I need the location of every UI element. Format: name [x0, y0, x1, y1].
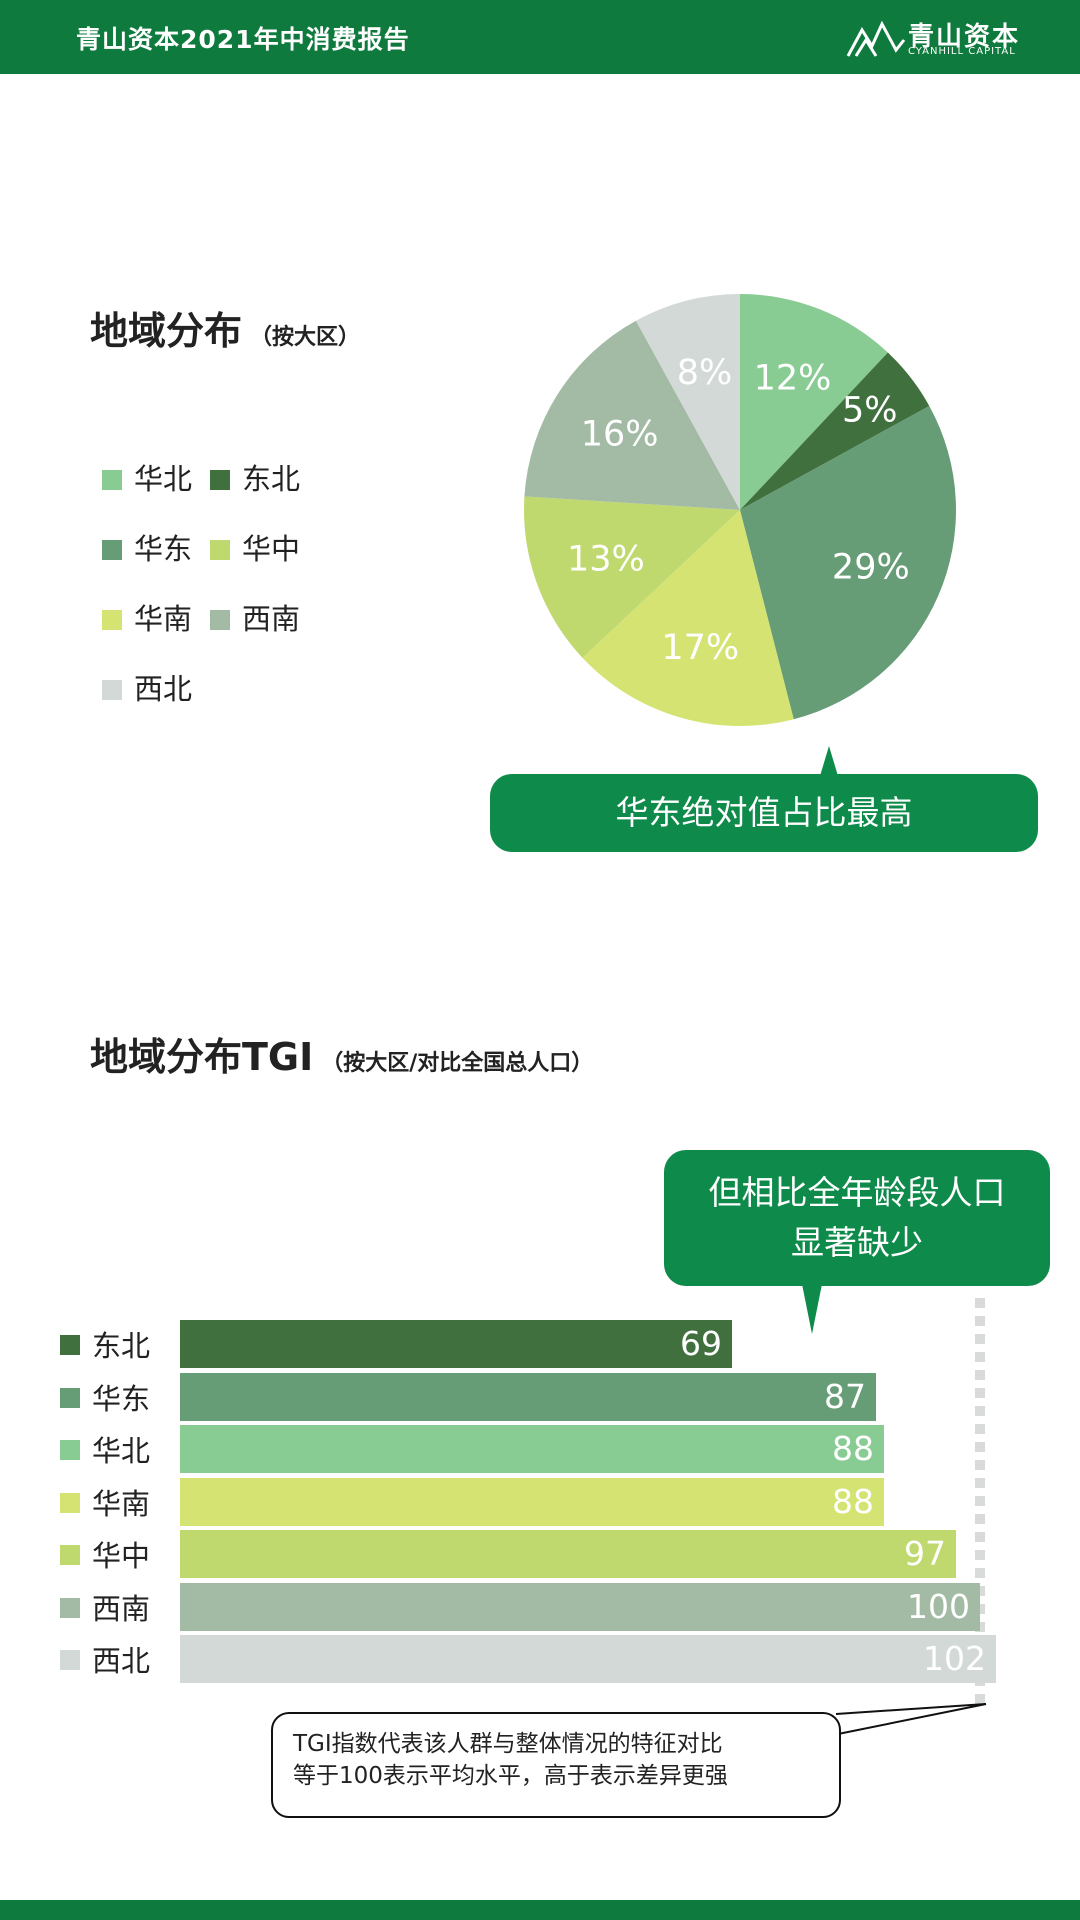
legend-item: 华南 [102, 596, 192, 638]
section1-title-note: （按大区） [250, 325, 361, 350]
pie-slice [740, 352, 930, 510]
pie-slice-label: 17% [661, 628, 739, 668]
legend-label: 华中 [242, 532, 301, 566]
tgi-note-line2: 等于100表示平均水平，高于表示差异更强 [293, 1763, 728, 1789]
bar-legend-swatch [60, 1335, 80, 1355]
bar-legend-swatch [60, 1492, 80, 1513]
legend-swatch [102, 470, 122, 490]
bar: 100 [180, 1582, 980, 1631]
section2-title: 地域分布TGI （按大区/对比全国总人口） [90, 1026, 593, 1081]
bar-legend-swatch [60, 1545, 80, 1565]
pie-slice-label: 5% [842, 390, 898, 430]
pie-slice-label: 12% [754, 358, 832, 398]
tgi-note-line1: TGI指数代表该人群与整体情况的特征对比 [293, 1731, 723, 1757]
legend-label: 东北 [242, 462, 301, 496]
pie-slice-label: 29% [832, 548, 910, 588]
bar-value-label: 97 [904, 1534, 946, 1573]
section1-title: 地域分布 （按大区） [90, 300, 360, 355]
pie-slice-label: 8% [677, 353, 733, 393]
tgi-callout-line1: 但相比全年龄段人口 [708, 1173, 1006, 1212]
bar-legend-swatch [60, 1440, 80, 1460]
bar-category-label: 西南 [92, 1591, 151, 1626]
bar-category-label: 华北 [92, 1434, 151, 1468]
legend-item: 华中 [210, 526, 300, 568]
brand-logo: 青山资本 CYANHILL CAPITAL [846, 14, 1046, 62]
legend-label: 华北 [134, 462, 193, 496]
bar-value-label: 100 [907, 1586, 970, 1626]
legend-item: 华北 [102, 456, 192, 498]
tgi-callout: 但相比全年龄段人口 显著缺少 [664, 1150, 1050, 1334]
legend-swatch [102, 610, 122, 630]
bar-legend-swatch [60, 1650, 80, 1670]
logo-cn: 青山资本 [908, 22, 1021, 52]
legend-swatch [210, 470, 230, 490]
report-title: 青山资本2021年中消费报告 [76, 25, 410, 54]
logo-en: CYANHILL CAPITAL [908, 46, 1016, 57]
section2-title-note: （按大区/对比全国总人口） [321, 1051, 594, 1076]
legend-label: 华南 [134, 602, 193, 636]
bar-legend-swatch [60, 1597, 80, 1618]
section2-title-text: 地域分布TGI [90, 1035, 314, 1079]
pie-callout-tail [820, 746, 838, 776]
pie-slice [524, 496, 740, 658]
pie-slice-label: 16% [581, 415, 659, 455]
legend-item: 西南 [210, 596, 300, 638]
header-bar: 青山资本2021年中消费报告 青山资本 CYANHILL CAPITAL [0, 0, 1080, 74]
bar-legend-swatch [60, 1387, 80, 1408]
pie-slice [740, 294, 888, 510]
bar: 88 [180, 1477, 884, 1526]
legend-item: 西北 [102, 666, 192, 708]
legend-swatch [210, 610, 230, 630]
legend-swatch [210, 540, 230, 560]
pie-slice [582, 510, 794, 726]
bar-value-label: 69 [680, 1324, 722, 1363]
bar-category-label: 东北 [92, 1329, 151, 1363]
legend-label: 西南 [242, 602, 301, 636]
bar: 97 [180, 1530, 956, 1578]
bar-value-label: 87 [824, 1376, 866, 1416]
pie-callout: 华东绝对值占比最高 [490, 746, 1038, 852]
tgi-reference-line [975, 1298, 985, 1710]
legend-item: 东北 [210, 456, 300, 498]
legend-swatch [102, 540, 122, 560]
legend-label: 华东 [134, 532, 193, 566]
bar-category-label: 华中 [92, 1539, 151, 1573]
region-pie-chart: 12%5% 29% 17% 13% 16% 8% [524, 294, 956, 726]
legend-label: 西北 [134, 672, 193, 706]
pie-slice [524, 320, 740, 510]
pie-slice [635, 294, 740, 510]
pie-slice-label: 13% [567, 539, 645, 579]
bar-value-label: 88 [832, 1481, 874, 1521]
note-pointer [836, 1703, 987, 1735]
tgi-callout-line2: 显著缺少 [791, 1223, 923, 1262]
bar-category-label: 华南 [92, 1486, 151, 1521]
tgi-callout-tail [802, 1284, 822, 1334]
bar: 102 [180, 1635, 996, 1683]
section1-title-text: 地域分布 [90, 309, 243, 353]
tgi-note-box: TGI指数代表该人群与整体情况的特征对比 等于100表示平均水平，高于表示差异更… [271, 1712, 841, 1818]
bar-value-label: 88 [832, 1429, 874, 1468]
footer-bar [0, 1900, 1080, 1920]
bar: 88 [180, 1425, 884, 1473]
mountain-logo-icon [846, 20, 906, 57]
pie-slice [740, 405, 956, 720]
bar: 87 [180, 1372, 876, 1421]
bar-category-label: 西北 [92, 1644, 151, 1678]
pie-callout-text: 华东绝对值占比最高 [615, 793, 913, 832]
legend-item: 华东 [102, 526, 192, 568]
bar: 69 [180, 1320, 732, 1368]
bar-category-label: 华东 [92, 1381, 151, 1416]
legend-swatch [102, 680, 122, 700]
